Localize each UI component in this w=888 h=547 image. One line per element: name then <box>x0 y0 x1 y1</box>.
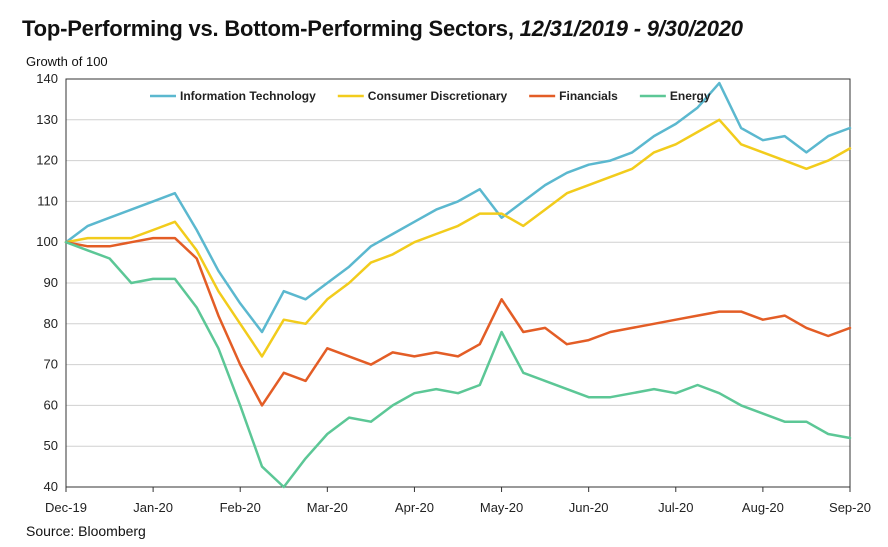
x-tick-label: Jun-20 <box>569 500 609 515</box>
series-line-energy <box>64 240 852 489</box>
chart-title-dates: 12/31/2019 - 9/30/2020 <box>519 16 743 41</box>
x-tick-label: Mar-20 <box>307 500 348 515</box>
legend-label: Consumer Discretionary <box>368 89 508 103</box>
plot-frame <box>65 78 851 488</box>
chart-title-main: Top-Performing vs. Bottom-Performing Sec… <box>22 16 520 41</box>
y-tick-label: 50 <box>44 438 58 453</box>
series-lines <box>64 81 852 489</box>
gridlines <box>66 78 850 488</box>
x-tick-label: Feb-20 <box>220 500 261 515</box>
y-tick-label: 80 <box>44 316 58 331</box>
legend: Information Technology Consumer Discretio… <box>150 89 711 103</box>
x-tick-label: Dec-19 <box>45 500 87 515</box>
x-tick-label: Sep-20 <box>829 500 871 515</box>
y-tick-label: 110 <box>37 193 58 208</box>
x-tick-label: Jul-20 <box>658 500 693 515</box>
y-tick-label: 120 <box>36 153 58 168</box>
series-line-financials <box>64 236 852 407</box>
x-tick-label: Apr-20 <box>395 500 434 515</box>
chart-title: Top-Performing vs. Bottom-Performing Sec… <box>22 16 743 42</box>
y-tick-label: 140 <box>36 71 58 86</box>
x-tick-label: May-20 <box>480 500 523 515</box>
y-axis-label: Growth of 100 <box>26 54 108 69</box>
x-tick-label: Jan-20 <box>133 500 173 515</box>
source-note: Source: Bloomberg <box>26 523 146 539</box>
y-tick-label: 70 <box>44 357 58 372</box>
y-tick-label: 90 <box>44 275 58 290</box>
y-tick-label: 60 <box>44 397 58 412</box>
legend-label: Information Technology <box>180 89 316 103</box>
y-tick-label: 100 <box>36 234 58 249</box>
y-axis-ticks: 40 50 60 70 80 90 100 110 120 130 140 <box>36 71 58 494</box>
y-tick-label: 130 <box>36 112 58 127</box>
y-tick-label: 40 <box>44 479 58 494</box>
series-line-information-technology <box>64 81 852 334</box>
legend-label: Financials <box>559 89 618 103</box>
x-tick-label: Aug-20 <box>742 500 784 515</box>
x-axis-ticks: Dec-19 Jan-20 Feb-20 Mar-20 Apr-20 May-20 Jun-… <box>45 487 871 515</box>
legend-label: Energy <box>670 89 711 103</box>
series-line-consumer-discretionary <box>64 118 852 358</box>
